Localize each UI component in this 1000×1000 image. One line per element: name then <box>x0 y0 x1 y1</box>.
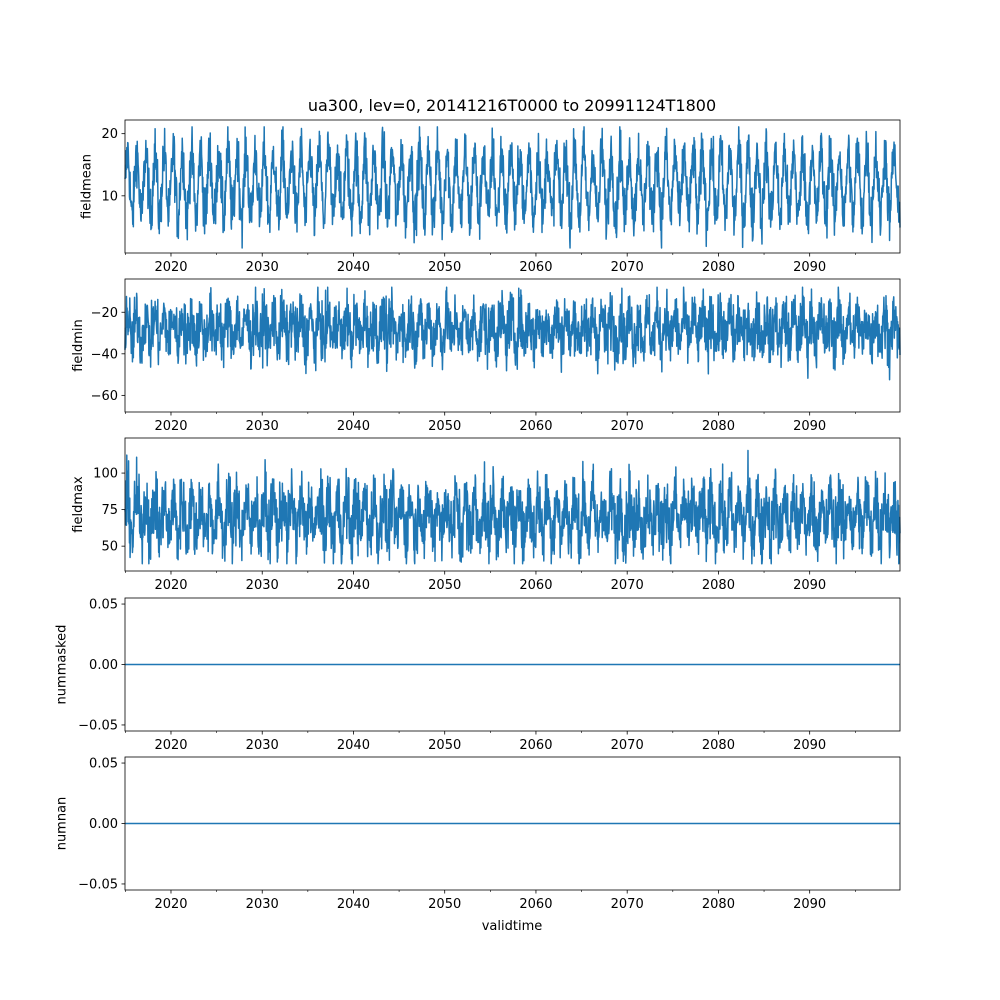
y-tick-label: −0.05 <box>78 877 118 892</box>
panel-numnan: 2020 2030 2040 2050 2060 2070 2080 2090 −0.05 0.0… <box>55 757 901 912</box>
x-tick-label: 2060 <box>519 897 552 912</box>
x-tick-label: 2050 <box>428 419 461 434</box>
axes-frame <box>124 437 901 572</box>
x-tick-label: 2050 <box>428 738 461 753</box>
x-tick-label: 2040 <box>337 738 370 753</box>
x-tick-label: 2080 <box>702 578 735 593</box>
panel-fieldmin: 2020 2030 2040 2050 2060 2070 2080 2090 −60 −40 −2… <box>71 278 901 434</box>
x-tick-label: 2070 <box>611 738 644 753</box>
x-tick-label: 2020 <box>154 578 187 593</box>
x-tick-label: 2040 <box>337 578 370 593</box>
y-tick-label: −40 <box>91 347 118 362</box>
y-tick-label: −20 <box>91 306 118 321</box>
y-tick-label: 20 <box>101 127 118 142</box>
y-tick-label: 10 <box>101 189 118 204</box>
y-axis-label: numnan <box>55 797 70 851</box>
x-tick-label: 2050 <box>428 897 461 912</box>
x-tick-label: 2070 <box>611 578 644 593</box>
figure-title: ua300, lev=0, 20141216T0000 to 20991124T… <box>308 96 716 115</box>
x-tick-label: 2060 <box>519 738 552 753</box>
y-axis-label: fieldmean <box>79 154 94 219</box>
x-tick-label: 2060 <box>519 578 552 593</box>
series-line-fieldmean <box>124 126 901 249</box>
series-line-fieldmax <box>124 449 901 565</box>
axes-frame <box>124 119 901 254</box>
x-tick-label: 2030 <box>246 419 279 434</box>
x-tick-label: 2080 <box>702 897 735 912</box>
x-tick-label: 2030 <box>246 260 279 275</box>
y-axis-label: nummasked <box>55 625 70 705</box>
x-tick-label: 2030 <box>246 897 279 912</box>
y-tick-label: 0.05 <box>89 757 118 772</box>
x-tick-label: 2020 <box>154 260 187 275</box>
y-tick-label: 50 <box>101 540 118 555</box>
x-tick-label: 2020 <box>154 897 187 912</box>
y-tick-label: 0.05 <box>89 598 118 613</box>
panel-nummasked: 2020 2030 2040 2050 2060 2070 2080 2090 −0.05 0.0… <box>55 598 901 753</box>
x-tick-label: 2050 <box>428 578 461 593</box>
x-tick-label: 2050 <box>428 260 461 275</box>
x-tick-label: 2060 <box>519 419 552 434</box>
x-tick-label: 2080 <box>702 260 735 275</box>
axes-frame <box>124 278 901 413</box>
x-tick-label: 2030 <box>246 578 279 593</box>
x-tick-label: 2020 <box>154 419 187 434</box>
x-tick-label: 2070 <box>611 260 644 275</box>
y-tick-label: −60 <box>91 389 118 404</box>
x-tick-label: 2080 <box>702 738 735 753</box>
x-tick-label: 2040 <box>337 419 370 434</box>
y-tick-label: 0.00 <box>89 817 118 832</box>
x-tick-label: 2030 <box>246 738 279 753</box>
x-tick-label: 2090 <box>793 419 826 434</box>
x-tick-label: 2040 <box>337 897 370 912</box>
x-tick-label: 2060 <box>519 260 552 275</box>
y-axis-label: fieldmin <box>71 319 86 372</box>
x-tick-label: 2070 <box>611 897 644 912</box>
y-tick-label: −0.05 <box>78 718 118 733</box>
panel-fieldmean: 2020 2030 2040 2050 2060 2070 2080 2090 10 20 fiel… <box>79 119 901 275</box>
x-tick-label: 2090 <box>793 897 826 912</box>
x-tick-label: 2040 <box>337 260 370 275</box>
y-tick-label: 100 <box>93 467 118 482</box>
x-tick-label: 2020 <box>154 738 187 753</box>
y-axis-label: fieldmax <box>71 476 86 533</box>
x-tick-label: 2090 <box>793 738 826 753</box>
y-tick-label: 75 <box>101 503 118 518</box>
x-axis-label: validtime <box>482 919 543 934</box>
x-tick-label: 2080 <box>702 419 735 434</box>
x-tick-label: 2090 <box>793 578 826 593</box>
x-tick-label: 2090 <box>793 260 826 275</box>
y-tick-label: 0.00 <box>89 658 118 673</box>
panel-fieldmax: 2020 2030 2040 2050 2060 2070 2080 2090 50 75 100 f… <box>71 437 901 593</box>
x-tick-label: 2070 <box>611 419 644 434</box>
series-line-fieldmin <box>124 286 901 381</box>
